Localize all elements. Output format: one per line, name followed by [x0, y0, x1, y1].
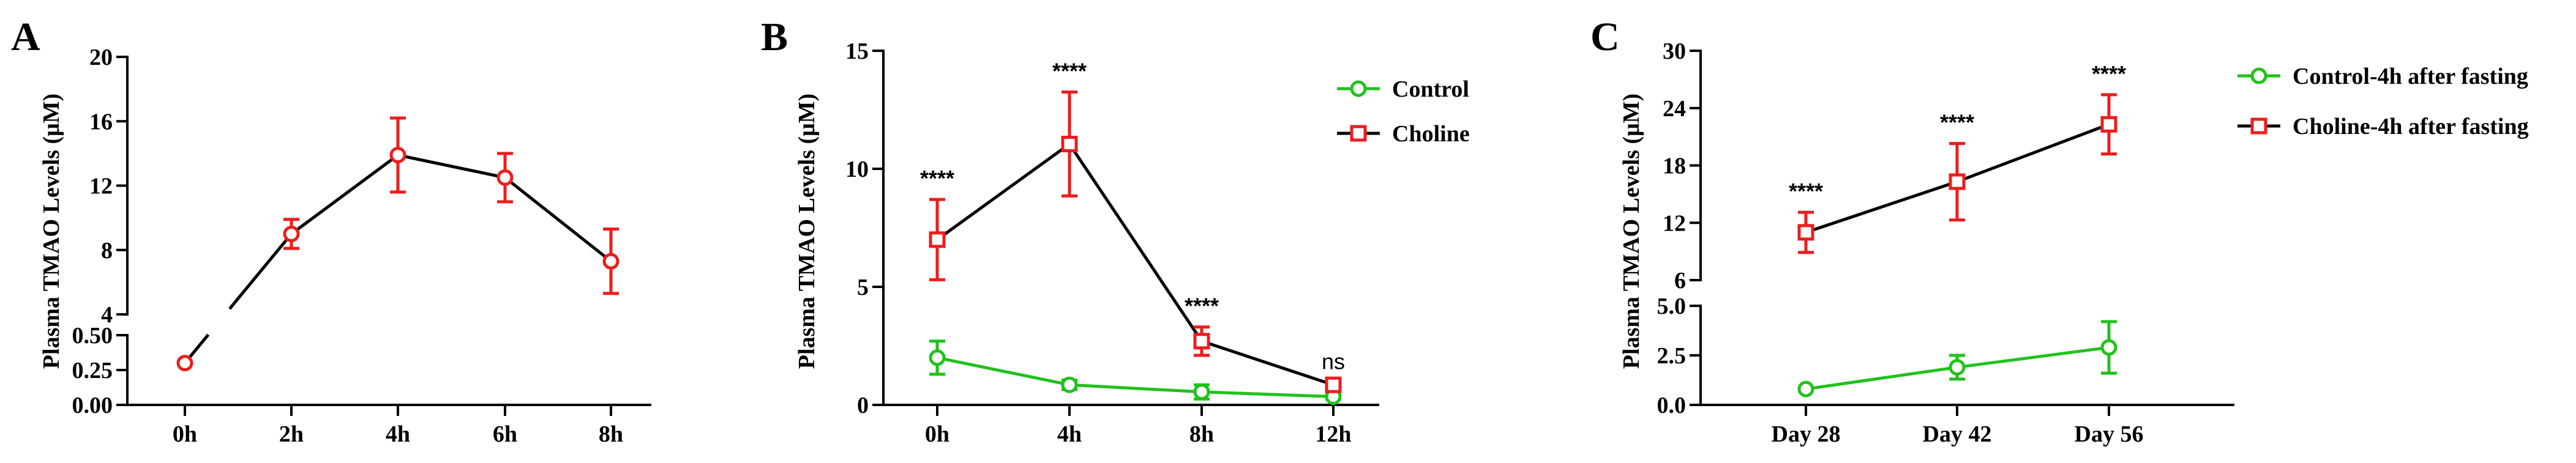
legend-marker — [2250, 117, 2267, 135]
series-control — [929, 339, 1342, 405]
data-point — [389, 147, 406, 164]
data-point — [1797, 380, 1814, 398]
y-tick-label: 0 — [857, 393, 869, 418]
x-tick-label: 6h — [493, 421, 517, 447]
panel-letter: A — [11, 15, 40, 59]
legend-label: Control-4h after fasting — [2293, 64, 2528, 89]
data-point — [929, 231, 946, 248]
y-axis-label: Plasma TMAO Levels (μM) — [794, 94, 820, 369]
data-point — [496, 169, 514, 186]
panel-letter: C — [1590, 15, 1620, 59]
data-point — [602, 253, 620, 270]
panel-a: A 0.00 0.25 0.504 8 12 16 20 Plasma TMAO Levels … — [11, 15, 651, 447]
data-point — [2100, 116, 2117, 133]
data-point — [1193, 333, 1210, 350]
y-tick-label: 8 — [101, 238, 113, 264]
x-tick-label: 8h — [1189, 421, 1214, 447]
y-tick-label: 24 — [1663, 96, 1686, 122]
series-tmao — [176, 116, 620, 372]
legend: Control Choline — [1337, 76, 1470, 147]
y-tick-label: 16 — [89, 109, 113, 135]
significance-label: **** — [1185, 294, 1219, 319]
x-tick-label: Day 42 — [1923, 421, 1992, 447]
y-tick-label: 18 — [1663, 154, 1686, 179]
legend-marker — [1350, 125, 1367, 142]
series-control-4h-after-fasting — [1797, 320, 2117, 398]
x-tick-label: 2h — [279, 421, 304, 447]
y-axis-label: Plasma TMAO Levels (μM) — [39, 94, 64, 369]
y-tick-label: 0.50 — [72, 323, 113, 349]
panel-letter: B — [761, 15, 788, 59]
legend-marker — [1350, 80, 1367, 97]
y-tick-label: 12 — [89, 174, 113, 199]
y-tick-label: 12 — [1663, 210, 1686, 236]
series-choline-4h-after-fasting — [1797, 93, 2117, 254]
significance-label: **** — [1789, 179, 1823, 204]
legend-label: Choline — [1392, 121, 1470, 147]
data-point — [1061, 376, 1078, 393]
x-tick-label: Day 56 — [2075, 421, 2144, 447]
y-tick-label: 6 — [1674, 268, 1686, 294]
legend-marker — [2250, 67, 2267, 84]
significance-label: **** — [2092, 61, 2126, 86]
data-point — [2100, 339, 2117, 356]
panel-c: C 0.0 2.5 5.06 12 18 24 30 Plasma TMAO Levels (μ… — [1590, 15, 2529, 447]
series-line — [937, 356, 1334, 398]
x-tick-label: 12h — [1315, 421, 1351, 447]
series-choline — [929, 91, 1342, 393]
x-tick-label: 0h — [173, 421, 197, 447]
data-point — [1061, 135, 1078, 152]
data-point — [1193, 383, 1210, 401]
data-point — [1949, 358, 1966, 376]
legend-label: Control — [1392, 76, 1469, 102]
y-tick-label: 4 — [101, 302, 113, 328]
y-tick-label: 5 — [857, 275, 869, 300]
significance-label: **** — [1052, 59, 1087, 84]
series-line — [936, 142, 1334, 387]
x-tick-label: Day 28 — [1772, 421, 1841, 447]
y-tick-label: 15 — [845, 39, 869, 64]
x-tick-label: 4h — [386, 421, 410, 447]
significance-label: ns — [1322, 349, 1345, 374]
y-tick-label: 20 — [89, 45, 113, 70]
x-tick-label: 4h — [1057, 421, 1082, 447]
y-tick-label: 10 — [845, 157, 869, 182]
data-point — [1949, 173, 1966, 190]
y-tick-label: 0.0 — [1657, 393, 1687, 418]
legend-label: Choline-4h after fasting — [2293, 114, 2529, 139]
significance-label: **** — [1940, 110, 1974, 135]
data-point — [176, 355, 193, 372]
data-point — [1325, 376, 1342, 393]
y-tick-label: 5.0 — [1657, 294, 1687, 319]
significance-label: **** — [920, 166, 954, 191]
data-point — [283, 225, 300, 242]
panel-b: B 0 5 10 15 Plasma TMAO Levels (μM) 0h 4h 8h 12h *… — [761, 15, 1470, 447]
x-tick-label: 0h — [925, 421, 949, 447]
y-axis-label: Plasma TMAO Levels (μM) — [1619, 94, 1644, 369]
y-tick-label: 30 — [1663, 39, 1686, 64]
x-tick-label: 8h — [599, 421, 623, 447]
y-tick-label: 0.00 — [72, 393, 113, 418]
y-tick-label: 0.25 — [72, 358, 113, 383]
data-point — [1797, 224, 1814, 241]
y-tick-label: 2.5 — [1657, 343, 1687, 369]
legend: Control-4h after fasting Choline-4h after… — [2237, 64, 2529, 139]
data-point — [929, 349, 946, 366]
